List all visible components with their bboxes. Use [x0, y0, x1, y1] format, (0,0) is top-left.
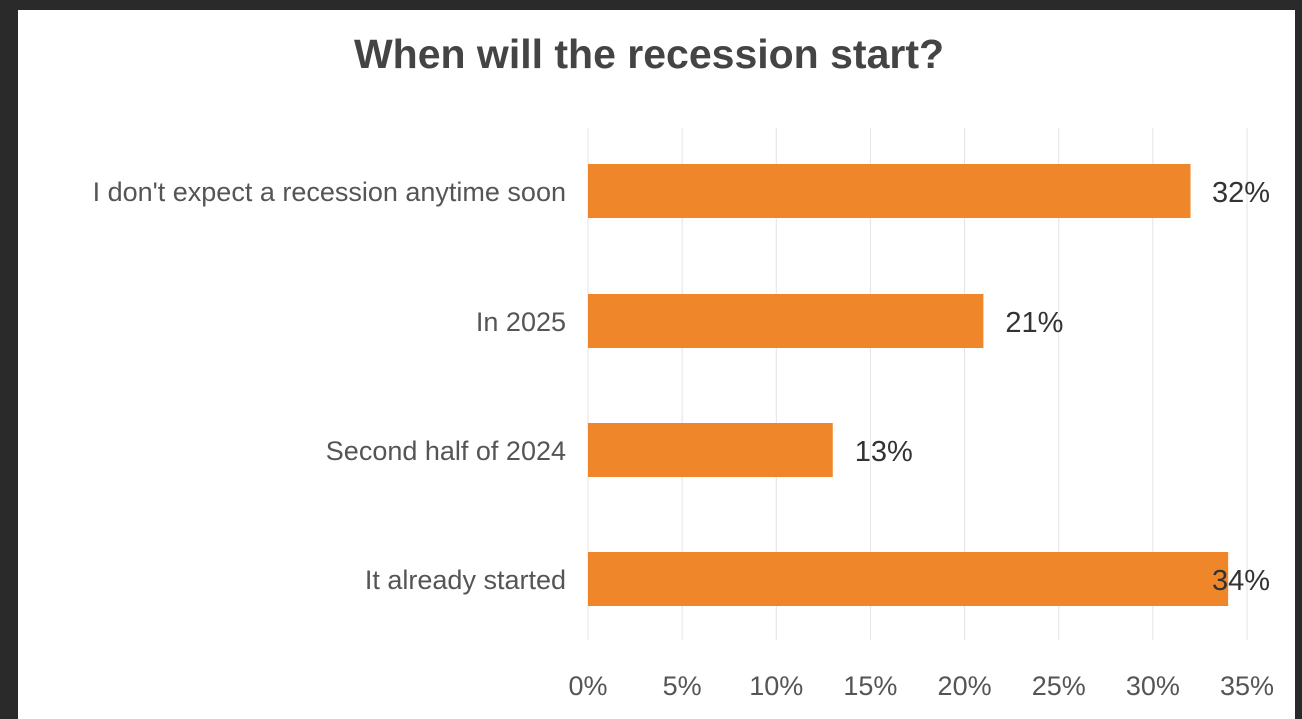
- chart-title: When will the recession start?: [354, 31, 944, 77]
- category-label: Second half of 2024: [326, 436, 566, 466]
- category-label: It already started: [365, 565, 566, 595]
- bar: [588, 294, 984, 348]
- category-label: In 2025: [476, 307, 566, 337]
- category-labels: I don't expect a recession anytime soon I…: [93, 177, 566, 595]
- bar: [588, 423, 833, 477]
- bars: [588, 164, 1229, 606]
- x-axis-tick-labels: 0% 5% 10% 15% 20% 25% 30% 35%: [568, 671, 1274, 701]
- data-label: 13%: [855, 436, 913, 468]
- x-tick-label: 0%: [568, 671, 607, 701]
- data-label: 32%: [1212, 177, 1270, 209]
- category-label: I don't expect a recession anytime soon: [93, 177, 566, 207]
- x-tick-label: 25%: [1032, 671, 1086, 701]
- x-tick-label: 10%: [749, 671, 803, 701]
- x-tick-label: 35%: [1220, 671, 1274, 701]
- x-tick-label: 20%: [938, 671, 992, 701]
- bar: [588, 164, 1191, 218]
- data-labels: 32% 21% 13% 34%: [855, 177, 1270, 597]
- x-tick-label: 5%: [663, 671, 702, 701]
- data-label: 34%: [1212, 565, 1270, 597]
- bar: [588, 552, 1229, 606]
- x-tick-label: 15%: [843, 671, 897, 701]
- data-label: 21%: [1005, 307, 1063, 339]
- x-tick-label: 30%: [1126, 671, 1180, 701]
